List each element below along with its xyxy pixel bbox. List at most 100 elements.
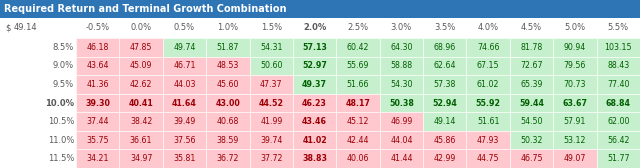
Bar	[206, 112, 250, 131]
Text: 50.32: 50.32	[520, 136, 543, 145]
Text: 49.74: 49.74	[173, 43, 196, 52]
Text: 9.5%: 9.5%	[53, 80, 74, 89]
Text: 35.75: 35.75	[86, 136, 109, 145]
Bar	[76, 38, 120, 57]
Bar	[596, 38, 640, 57]
Text: 36.72: 36.72	[216, 154, 239, 163]
Text: 42.44: 42.44	[347, 136, 369, 145]
Text: 88.43: 88.43	[607, 61, 629, 70]
Text: 49.14: 49.14	[433, 117, 456, 126]
Bar	[467, 131, 510, 149]
Bar	[120, 38, 163, 57]
Text: 43.64: 43.64	[86, 61, 109, 70]
Text: -0.5%: -0.5%	[86, 24, 109, 32]
Bar	[163, 38, 206, 57]
Text: 54.30: 54.30	[390, 80, 413, 89]
Bar	[510, 149, 553, 168]
Bar	[596, 112, 640, 131]
Text: 1.5%: 1.5%	[260, 24, 282, 32]
Text: 0.0%: 0.0%	[131, 24, 152, 32]
Text: 39.74: 39.74	[260, 136, 282, 145]
Bar	[250, 75, 293, 94]
Bar	[467, 94, 510, 112]
Bar	[380, 57, 423, 75]
Bar	[553, 149, 596, 168]
Text: 46.71: 46.71	[173, 61, 196, 70]
Bar	[76, 75, 120, 94]
Bar	[380, 112, 423, 131]
Text: 58.88: 58.88	[390, 61, 412, 70]
Text: 48.53: 48.53	[217, 61, 239, 70]
Bar	[250, 38, 293, 57]
Bar	[553, 75, 596, 94]
Bar	[336, 75, 380, 94]
Bar	[336, 57, 380, 75]
Bar	[510, 112, 553, 131]
Text: 46.18: 46.18	[86, 43, 109, 52]
Text: 11.5%: 11.5%	[47, 154, 74, 163]
Bar	[293, 149, 336, 168]
Text: 57.13: 57.13	[302, 43, 327, 52]
Bar	[206, 75, 250, 94]
Text: 72.67: 72.67	[520, 61, 543, 70]
Bar	[293, 131, 336, 149]
Bar	[293, 112, 336, 131]
Text: 55.92: 55.92	[476, 98, 500, 108]
Bar	[293, 38, 336, 57]
Text: 45.12: 45.12	[347, 117, 369, 126]
Bar	[553, 57, 596, 75]
Text: 51.61: 51.61	[477, 117, 499, 126]
Bar	[76, 94, 120, 112]
Text: 57.91: 57.91	[564, 117, 586, 126]
Text: 4.0%: 4.0%	[477, 24, 499, 32]
Bar	[293, 57, 336, 75]
Text: 51.77: 51.77	[607, 154, 630, 163]
Bar	[467, 38, 510, 57]
Text: 37.72: 37.72	[260, 154, 282, 163]
Text: 44.75: 44.75	[477, 154, 499, 163]
Text: 41.36: 41.36	[86, 80, 109, 89]
Text: 74.66: 74.66	[477, 43, 499, 52]
Text: 77.40: 77.40	[607, 80, 630, 89]
Bar	[163, 94, 206, 112]
Bar	[120, 149, 163, 168]
Text: 42.99: 42.99	[434, 154, 456, 163]
Text: 45.09: 45.09	[130, 61, 152, 70]
Bar	[76, 149, 120, 168]
Text: Required Return and Terminal Growth Combination: Required Return and Terminal Growth Comb…	[4, 4, 287, 14]
Text: 59.44: 59.44	[519, 98, 544, 108]
Text: 52.97: 52.97	[302, 61, 327, 70]
Bar	[553, 112, 596, 131]
Bar	[250, 57, 293, 75]
Text: 44.52: 44.52	[259, 98, 284, 108]
Text: 46.23: 46.23	[302, 98, 327, 108]
Bar	[293, 94, 336, 112]
Text: 38.42: 38.42	[130, 117, 152, 126]
Text: 62.00: 62.00	[607, 117, 630, 126]
Bar	[553, 38, 596, 57]
Bar	[250, 94, 293, 112]
Text: 65.39: 65.39	[520, 80, 543, 89]
Text: 50.60: 50.60	[260, 61, 282, 70]
Text: 42.62: 42.62	[130, 80, 152, 89]
Text: 81.78: 81.78	[520, 43, 543, 52]
Bar	[423, 75, 467, 94]
Bar	[336, 112, 380, 131]
Text: 39.30: 39.30	[85, 98, 110, 108]
Text: 54.50: 54.50	[520, 117, 543, 126]
Text: 45.60: 45.60	[216, 80, 239, 89]
Text: 67.15: 67.15	[477, 61, 499, 70]
Text: 9.0%: 9.0%	[53, 61, 74, 70]
Bar	[510, 57, 553, 75]
Text: 3.5%: 3.5%	[434, 24, 456, 32]
Text: 70.73: 70.73	[564, 80, 586, 89]
Text: 34.21: 34.21	[86, 154, 109, 163]
Text: 60.42: 60.42	[347, 43, 369, 52]
Text: 39.49: 39.49	[173, 117, 196, 126]
Text: 61.02: 61.02	[477, 80, 499, 89]
Text: 79.56: 79.56	[564, 61, 586, 70]
Text: 50.38: 50.38	[389, 98, 414, 108]
Text: 41.44: 41.44	[390, 154, 413, 163]
Bar	[163, 112, 206, 131]
Bar	[76, 131, 120, 149]
